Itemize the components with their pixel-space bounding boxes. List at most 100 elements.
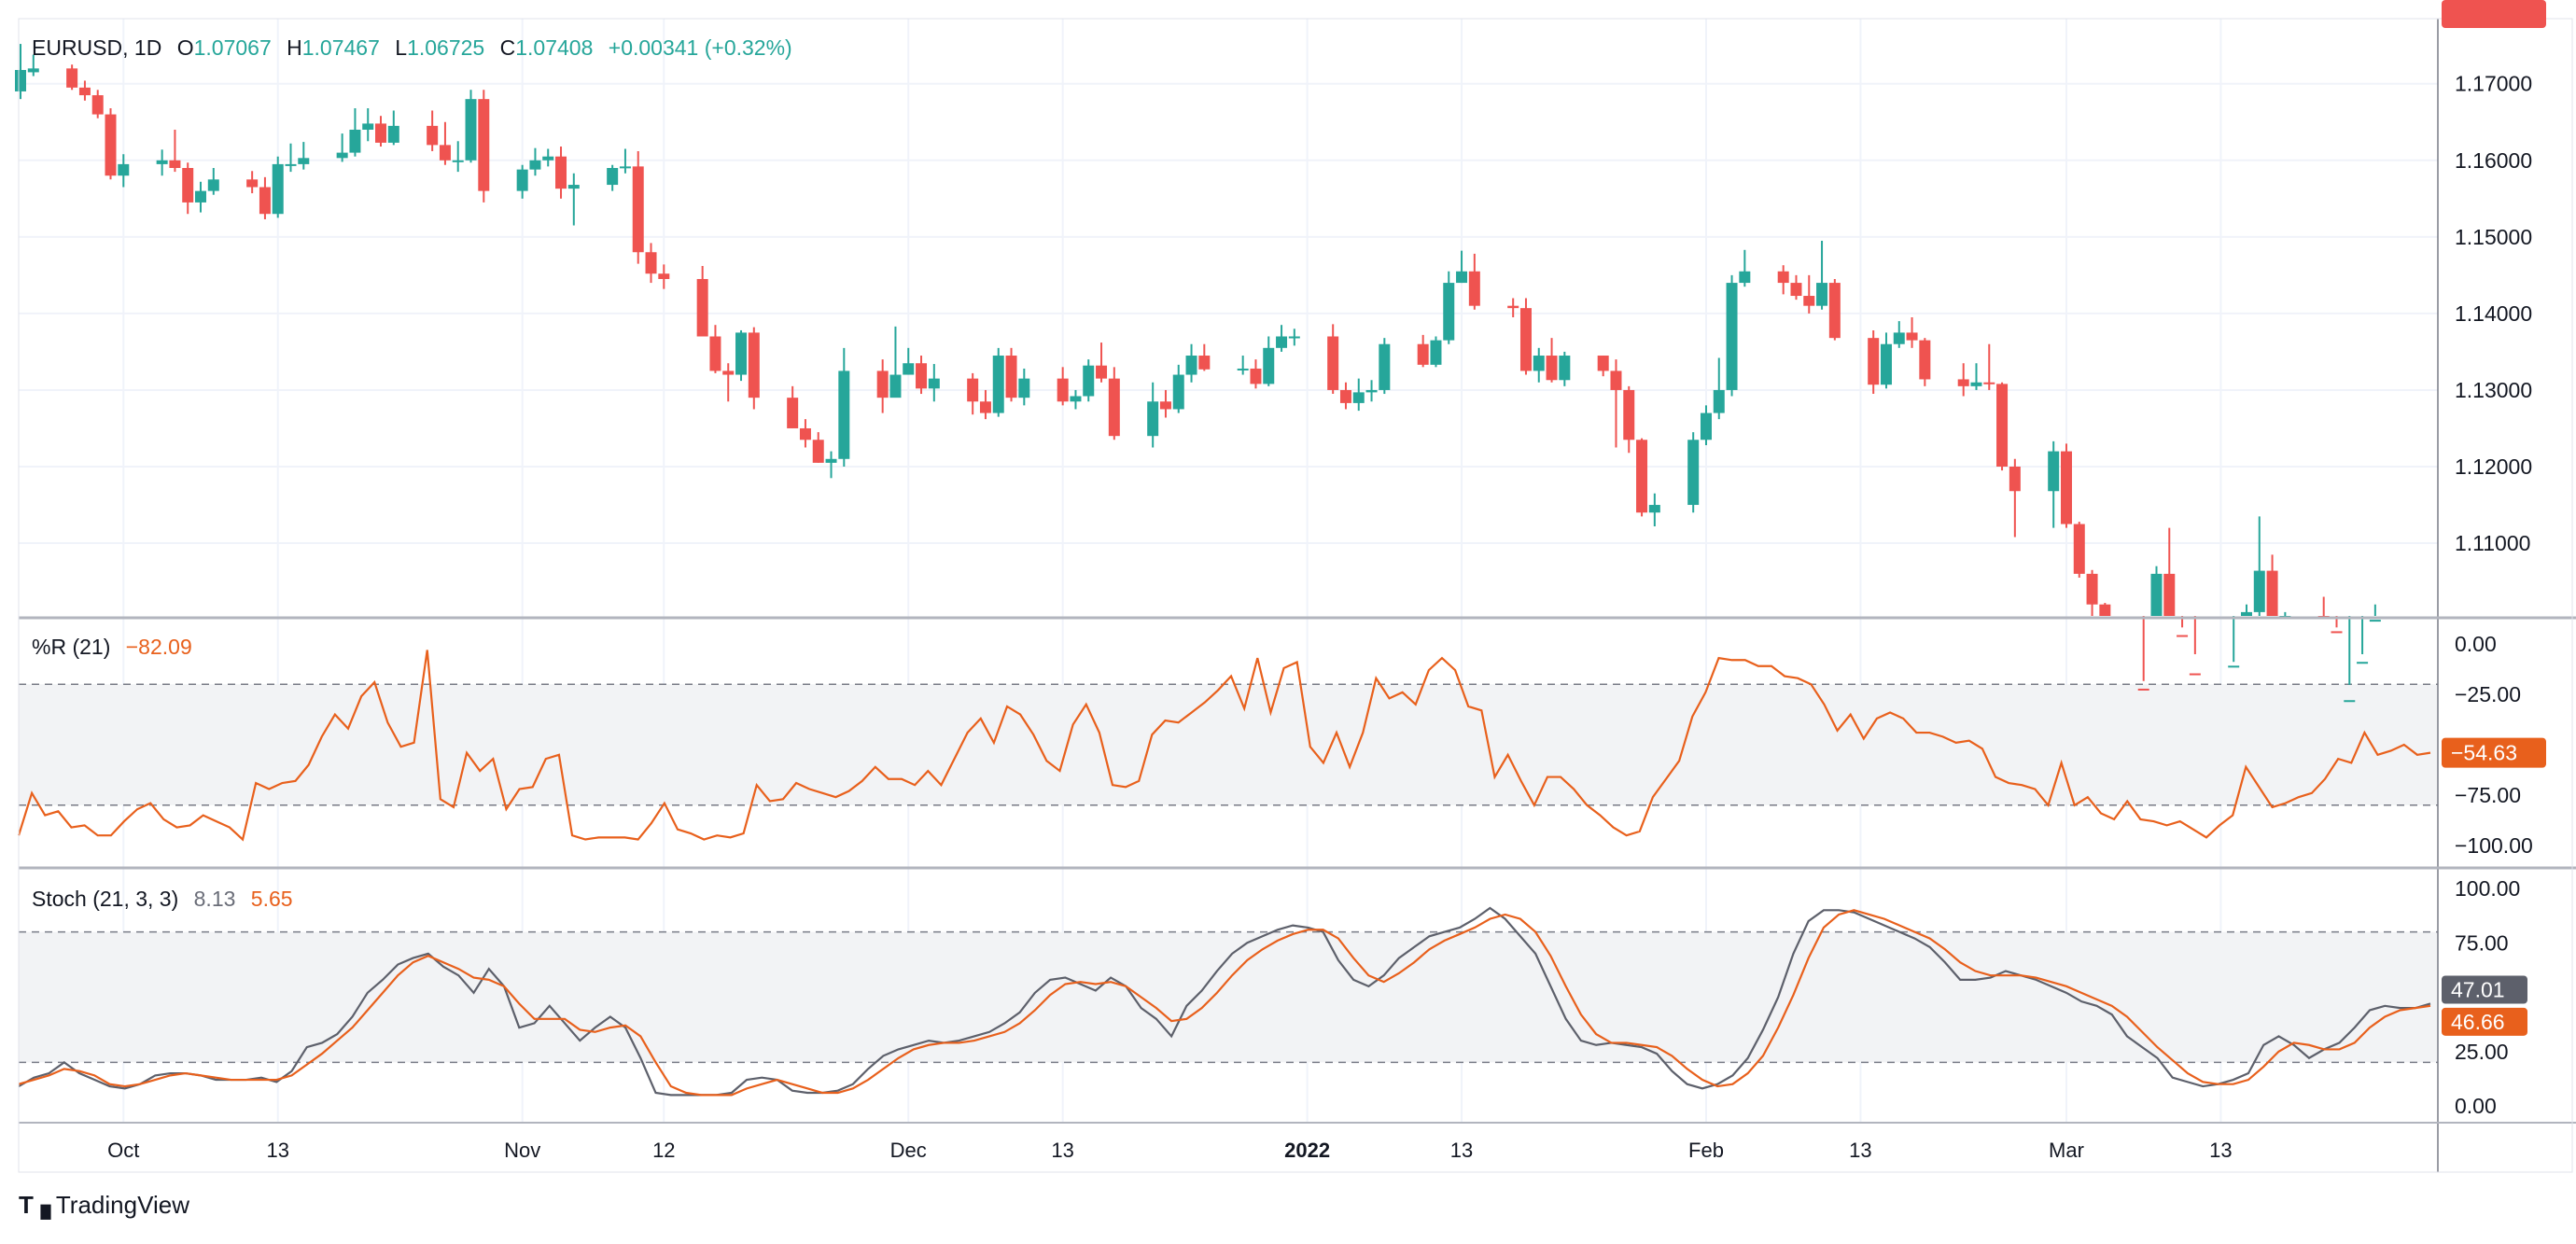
- candle-body: [1147, 401, 1159, 437]
- candle: [607, 164, 619, 191]
- stoch-legend: Stoch (21, 3, 3) 8.13 5.65: [32, 887, 302, 912]
- candle: [2240, 604, 2252, 616]
- candle-body: [1276, 336, 1288, 348]
- change-value: +0.00341 (+0.32%): [608, 35, 792, 60]
- candle-body: [1546, 356, 1558, 381]
- line-layer: [17, 650, 2431, 1097]
- candle-body: [105, 114, 117, 176]
- candle: [748, 327, 760, 410]
- candle: [1379, 338, 1391, 395]
- candle: [979, 389, 991, 420]
- candle-body: [156, 160, 168, 164]
- price-axis-label: 1.15000: [2455, 225, 2532, 249]
- candle: [967, 372, 979, 415]
- candle: [1288, 328, 1300, 346]
- low-label: L: [395, 35, 408, 60]
- stoch-axis-label: 0.00: [2455, 1094, 2497, 1118]
- candle: [1906, 317, 1918, 348]
- candle: [2189, 616, 2201, 676]
- time-axis-label: Feb: [1688, 1139, 1724, 1162]
- tradingview-brand[interactable]: T▗ TradingView: [19, 1191, 189, 1220]
- stoch-legend-d: 5.65: [250, 887, 293, 911]
- candle-body: [799, 427, 811, 440]
- candle-body: [1597, 356, 1609, 371]
- candle-body: [889, 374, 902, 398]
- candle: [2086, 569, 2098, 616]
- candle-body: [1893, 332, 1905, 344]
- time-axis-label: 13: [1450, 1139, 1473, 1162]
- candle-body: [658, 273, 670, 279]
- candle-body: [1777, 271, 1789, 284]
- stoch-d-badge: [2442, 1007, 2527, 1036]
- candle: [1365, 380, 1378, 402]
- candle-body: [285, 163, 297, 166]
- candle-body: [246, 179, 259, 188]
- candle: [1893, 321, 1905, 348]
- candle: [246, 171, 259, 194]
- candle-body: [1790, 283, 1802, 297]
- price-last-label: 1.10059: [2447, 0, 2522, 5]
- candle: [825, 451, 837, 479]
- candle: [889, 326, 902, 398]
- candle-body: [2189, 673, 2201, 676]
- candle-body: [1198, 356, 1211, 370]
- candle-body: [2009, 467, 2021, 492]
- candle: [478, 90, 490, 203]
- symbol-interval: 1D: [133, 35, 162, 60]
- candle-body: [1263, 347, 1275, 384]
- time-axis-label: 13: [1051, 1139, 1073, 1162]
- candle-body: [27, 68, 39, 73]
- candle-body: [632, 166, 644, 253]
- candle-body: [78, 87, 91, 96]
- candle-body: [91, 95, 104, 115]
- wr-axis-label: −25.00: [2455, 682, 2521, 706]
- candle: [1983, 343, 1995, 390]
- candle: [696, 266, 708, 337]
- candle: [1597, 356, 1609, 377]
- candle: [2099, 603, 2111, 616]
- wr-legend-value: −82.09: [125, 635, 192, 659]
- candle: [1083, 359, 1095, 402]
- candle-body: [1159, 401, 1171, 410]
- candle-body: [375, 123, 387, 143]
- candle-body: [1443, 283, 1455, 341]
- candle-body: [1816, 283, 1828, 306]
- candle: [1828, 278, 1841, 341]
- candle-body: [336, 152, 348, 159]
- candle-body: [2163, 573, 2176, 616]
- high-label: H: [287, 35, 302, 60]
- candle-body: [1713, 389, 1725, 413]
- candle: [722, 363, 735, 402]
- stoch-axis-label: 100.00: [2455, 876, 2520, 901]
- candle: [2163, 527, 2176, 616]
- candle: [1623, 385, 1635, 454]
- candle-layer: [15, 44, 2381, 703]
- candle: [2253, 516, 2265, 616]
- candle-body: [722, 370, 735, 375]
- candle-body: [1610, 370, 1622, 390]
- candle-body: [1636, 440, 1648, 513]
- candle: [1198, 343, 1211, 371]
- candle-body: [1456, 271, 1468, 284]
- candle-body: [709, 336, 721, 371]
- candle-body: [2060, 451, 2072, 524]
- candle-body: [967, 378, 979, 402]
- candle: [2266, 554, 2278, 616]
- candle-body: [1559, 356, 1571, 381]
- candle: [207, 168, 219, 195]
- candle: [1700, 405, 1712, 446]
- candle-body: [452, 160, 464, 162]
- candle-body: [169, 160, 181, 168]
- candle: [298, 142, 310, 170]
- candle: [1868, 329, 1880, 395]
- candle: [516, 164, 528, 199]
- candle: [632, 150, 644, 264]
- stoch-k-badge: [2442, 975, 2527, 1004]
- candle: [1339, 382, 1351, 410]
- candle: [1610, 359, 1622, 448]
- candle: [709, 325, 721, 373]
- candle: [1057, 367, 1069, 406]
- candle: [2073, 522, 2085, 578]
- high-value: 1.07467: [301, 35, 380, 60]
